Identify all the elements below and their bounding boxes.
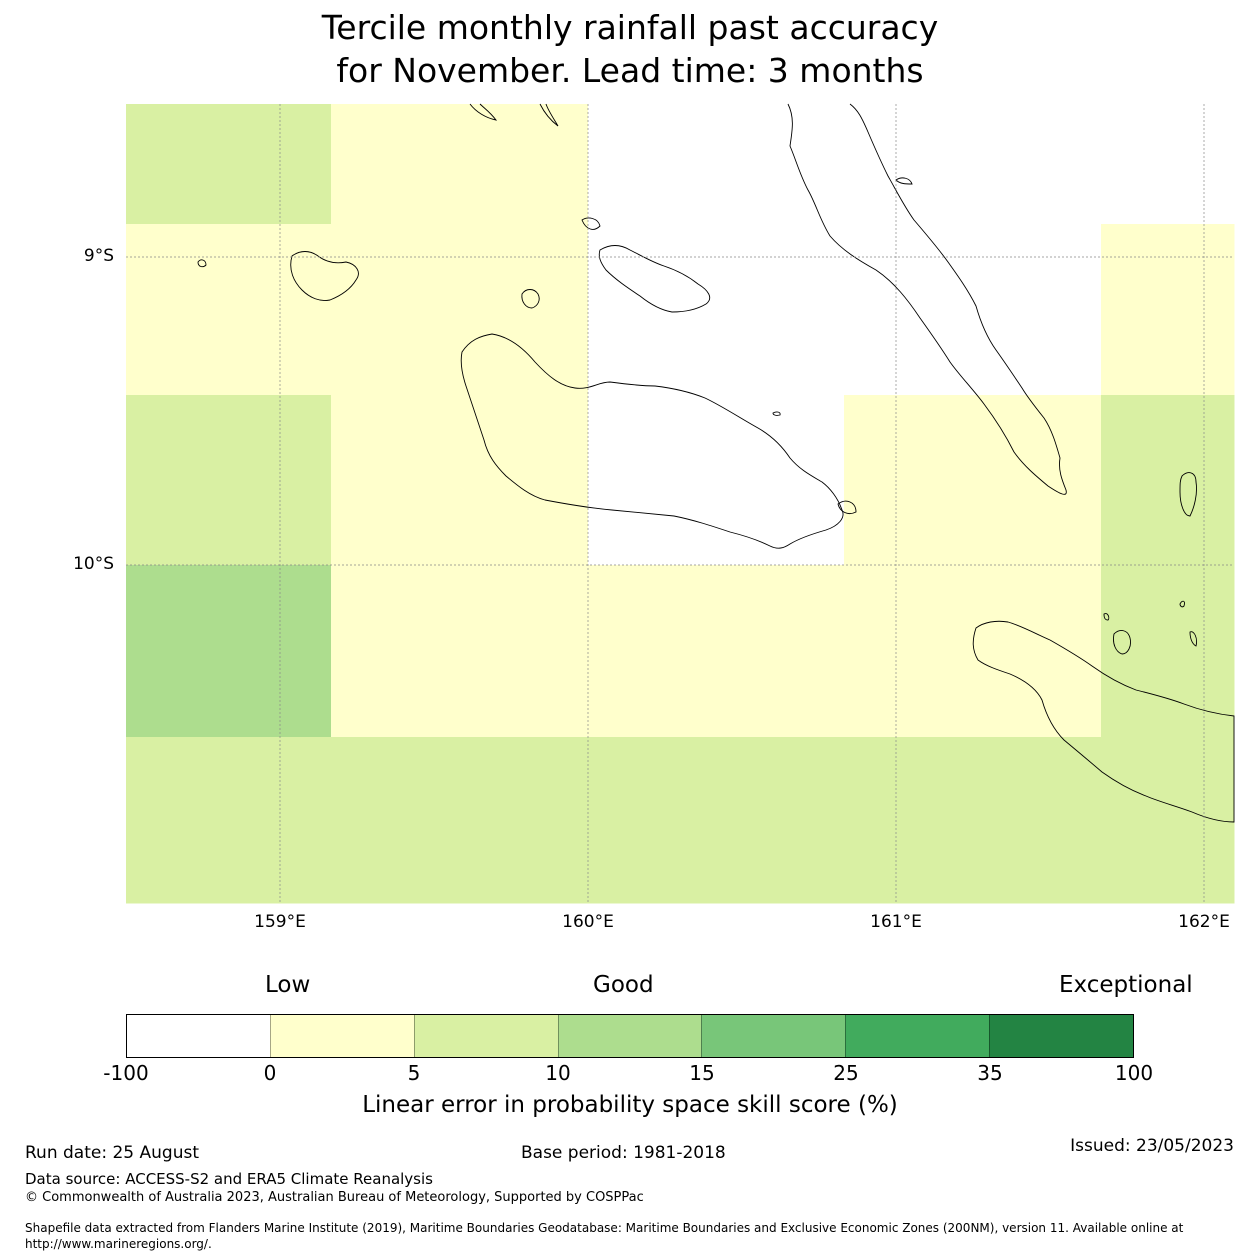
skill-cell [844,104,974,225]
shapefile-note: Shapefile data extracted from Flanders M… [25,1221,1184,1251]
skill-cell [331,104,460,225]
skill-cell [716,737,845,904]
lat-label-9s: 9°S [83,246,114,266]
skill-cell [459,104,589,225]
chart-title: Tercile monthly rainfall past accuracy f… [0,6,1260,92]
coastline-islet-e [1179,600,1185,608]
coastline-islet-b [772,411,781,416]
lat-label-10s: 10°S [73,554,114,574]
run-date: Run date: 25 August [25,1143,199,1163]
coastline-russell-islands [290,251,359,301]
coastline-nggela-north [469,103,559,127]
skill-cell [459,737,589,904]
gridlines [126,104,1234,903]
coastline-savo [521,289,540,309]
skill-cell [459,395,589,566]
skill-cell [126,104,332,225]
issued-date: Issued: 23/05/2023 [1070,1136,1234,1156]
colorbar-segment [989,1015,1134,1057]
skill-cell [126,224,332,396]
skill-cell [126,737,332,904]
coastline-islet-h [837,500,857,515]
coastline-uki [1179,472,1197,517]
skill-cell [331,395,460,566]
coastlines [197,103,1235,823]
colorbar-tick: 5 [407,1061,421,1085]
colorbar-tick: 15 [689,1061,715,1085]
skill-cell [588,224,717,396]
lon-label-162e: 162°E [1178,912,1230,932]
skill-cell [844,224,974,396]
skill-cell [716,224,845,396]
colorbar-tick: -100 [103,1061,149,1085]
title-line-2: for November. Lead time: 3 months [336,51,924,90]
lon-label-159e: 159°E [254,912,306,932]
skill-cell [588,565,717,738]
colorbar-tick: 35 [977,1061,1003,1085]
copyright: © Commonwealth of Australia 2023, Austra… [25,1190,644,1205]
skill-cell [459,224,589,396]
skill-grid [126,104,1235,904]
skill-cell [844,737,974,904]
skill-cell [126,395,332,566]
title-line-1: Tercile monthly rainfall past accuracy [321,8,939,47]
skill-cell [716,565,845,738]
skill-cell [1101,104,1235,225]
coastline-makira [972,620,1235,823]
colorbar-segment [845,1015,990,1057]
colorbar-category-low: Low [265,972,311,998]
skill-cell [973,104,1102,225]
colorbar-segment [269,1015,414,1057]
coastline-islet-f [1103,613,1110,621]
skill-cell [973,737,1102,904]
skill-cell [844,395,974,566]
coastline-ulawa [1113,630,1131,655]
colorbar-segment [701,1015,846,1057]
lon-label-160e: 160°E [562,912,614,932]
skill-cell [1101,737,1235,904]
colorbar-segment [413,1015,558,1057]
skill-cell [716,104,845,225]
colorbar-tick: 0 [263,1061,277,1085]
colorbar-segment [127,1015,270,1057]
coastline-malaita-south [787,103,1067,495]
coastline-florida-islands [598,245,711,313]
coastline-islet-g [1189,631,1197,647]
skill-cell [459,565,589,738]
coastline-islet-a [197,259,207,268]
colorbar-category-exceptional: Exceptional [1059,972,1193,998]
colorbar-tick: 100 [1114,1061,1154,1085]
skill-cell [973,224,1102,396]
skill-cell [973,565,1102,738]
colorbar [126,1014,1134,1058]
skill-cell [331,224,460,396]
skill-cell [844,565,974,738]
skill-cell [973,395,1102,566]
colorbar-tick: 10 [545,1061,571,1085]
data-source: Data source: ACCESS-S2 and ERA5 Climate … [25,1170,433,1188]
skill-cell [126,565,332,738]
map-panel [126,103,1235,904]
colorbar-category-good: Good [593,972,654,998]
coastline-islet-d [581,217,601,230]
skill-cell [1101,224,1235,396]
colorbar-segment [557,1015,702,1057]
lon-label-161e: 161°E [870,912,922,932]
skill-cell [588,395,717,566]
skill-cell [331,737,460,904]
coastline-islet-c [895,177,913,185]
base-period: Base period: 1981-2018 [521,1143,726,1163]
skill-cell [588,737,717,904]
skill-cell [716,395,845,566]
skill-cell [331,565,460,738]
colorbar-label: Linear error in probability space skill … [362,1092,898,1118]
colorbar-tick: 25 [833,1061,859,1085]
skill-cell [1101,395,1235,566]
skill-cell [1101,565,1235,738]
skill-cell [588,104,717,225]
coastline-guadalcanal [460,333,844,549]
